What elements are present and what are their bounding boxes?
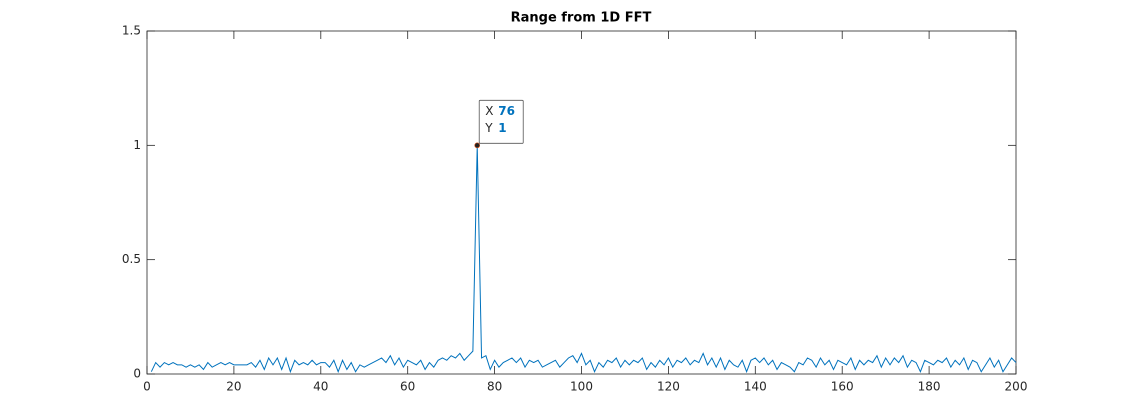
x-tick-label: 20 bbox=[226, 380, 241, 394]
x-tick-label: 140 bbox=[744, 380, 767, 394]
y-tick-label: 1.5 bbox=[122, 24, 141, 38]
plot-area bbox=[146, 30, 1017, 375]
x-tick-label: 40 bbox=[313, 380, 328, 394]
x-tick-label: 60 bbox=[400, 380, 415, 394]
x-tick-label: 100 bbox=[570, 380, 593, 394]
x-tick-label: 120 bbox=[657, 380, 680, 394]
y-tick-label: 0 bbox=[133, 367, 141, 381]
x-tick-label: 0 bbox=[143, 380, 151, 394]
datatip-y-label: Y bbox=[484, 121, 493, 135]
x-tick-label: 80 bbox=[487, 380, 502, 394]
x-tick-label: 160 bbox=[831, 380, 854, 394]
x-tick-label: 180 bbox=[918, 380, 941, 394]
y-tick-label: 1 bbox=[133, 138, 141, 152]
datatip-x-label: X bbox=[485, 104, 493, 118]
datatip-y-value: 1 bbox=[498, 121, 506, 135]
datatip-x-value: 76 bbox=[498, 104, 515, 118]
datatip-point bbox=[474, 142, 481, 149]
datatip-box bbox=[478, 99, 524, 144]
x-tick-label: 200 bbox=[1005, 380, 1028, 394]
data-line bbox=[150, 145, 1017, 374]
chart-title: Range from 1D FFT bbox=[511, 11, 652, 26]
y-tick-label: 0.5 bbox=[122, 252, 141, 266]
